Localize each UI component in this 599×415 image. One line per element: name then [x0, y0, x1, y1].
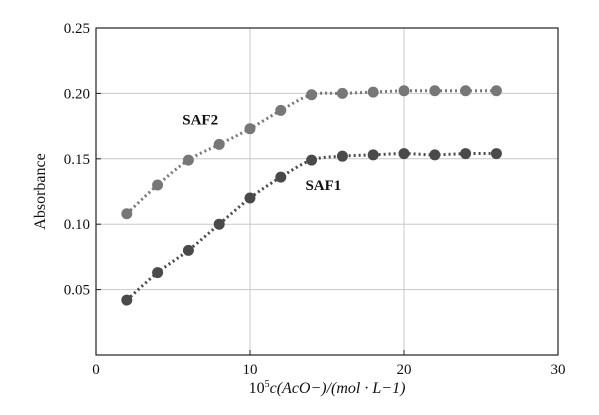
- data-point-saf1: [121, 294, 133, 306]
- y-tick-label: 0.15: [64, 152, 90, 168]
- data-point-saf1: [275, 171, 287, 183]
- ticks: 0 10 20 30 0.05 0.10 0.15 0.20 0.25: [64, 21, 566, 378]
- data-point-saf2: [244, 123, 256, 135]
- x-tick-label: 10: [243, 362, 258, 378]
- series-curve-saf1: [125, 151, 497, 302]
- data-point-saf1: [336, 150, 348, 162]
- data-point-saf1: [398, 148, 410, 160]
- data-point-saf2: [490, 85, 502, 97]
- data-point-saf2: [182, 154, 194, 166]
- data-point-saf1: [460, 148, 472, 160]
- data-point-saf2: [275, 104, 287, 116]
- data-point-saf1: [429, 149, 441, 161]
- data-point-saf2: [367, 86, 379, 98]
- data-point-saf2: [121, 208, 133, 220]
- data-point-saf2: [398, 85, 410, 97]
- x-axis-label-base: 10: [249, 380, 265, 397]
- data-point-saf1: [306, 154, 318, 166]
- x-axis-label: 105c(AcO−)/(mol · L−1): [249, 379, 406, 397]
- series-curve-saf2: [125, 89, 497, 215]
- data-point-saf2: [460, 85, 472, 97]
- data-point-saf1: [244, 192, 256, 204]
- data-points: [121, 85, 502, 306]
- data-point-saf1: [213, 218, 225, 230]
- y-tick-label: 0.05: [64, 283, 90, 299]
- data-point-saf2: [306, 89, 318, 101]
- data-point-saf2: [213, 138, 225, 150]
- plot-frame: [95, 27, 559, 356]
- data-point-saf2: [336, 87, 348, 99]
- y-tick-label: 0.25: [64, 21, 90, 37]
- data-point-saf2: [429, 85, 441, 97]
- data-point-saf1: [152, 267, 164, 279]
- data-point-saf1: [367, 149, 379, 161]
- series-label-saf1: SAF1: [305, 178, 341, 194]
- series-label-saf2: SAF2: [182, 113, 218, 129]
- data-point-saf1: [182, 244, 194, 256]
- data-point-saf1: [490, 148, 502, 160]
- x-axis-label-exponent: 5: [265, 379, 270, 390]
- x-tick-label: 30: [551, 362, 566, 378]
- data-point-saf2: [152, 179, 164, 191]
- y-tick-label: 0.10: [64, 217, 90, 233]
- x-axis-label-quantity: c(AcO−)/(mol · L−1): [270, 380, 406, 397]
- x-tick-label: 20: [397, 362, 412, 378]
- x-tick-label: 0: [92, 362, 100, 378]
- y-tick-label: 0.20: [64, 86, 90, 102]
- y-axis-label: Absorbance: [32, 153, 49, 229]
